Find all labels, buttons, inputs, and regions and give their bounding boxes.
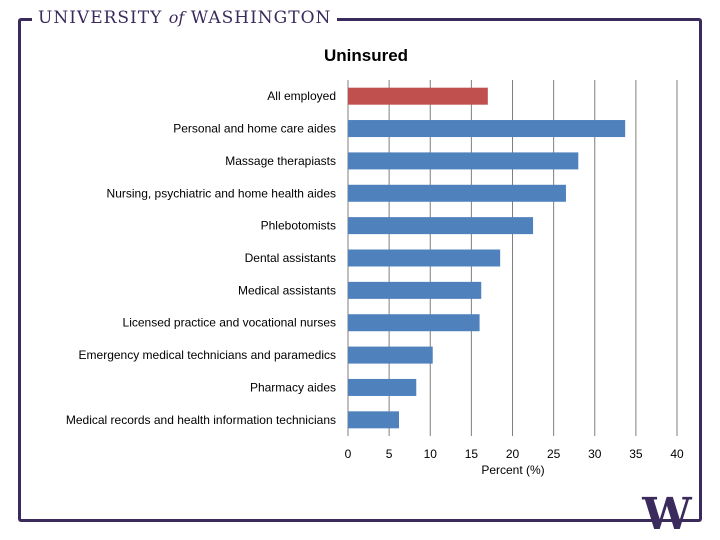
bar [348, 184, 566, 202]
wordmark-of: of [168, 8, 185, 27]
category-label: Medical assistants [238, 283, 336, 297]
slide-frame [18, 18, 702, 522]
category-label: All employed [267, 89, 336, 103]
bar [348, 378, 417, 396]
bar [348, 217, 534, 235]
category-label: Personal and home care aides [173, 122, 336, 136]
university-wordmark: UNIVERSITY of WASHINGTON [32, 6, 338, 30]
bar [348, 346, 433, 364]
x-tick-label: 20 [506, 447, 520, 461]
x-tick-label: 15 [465, 447, 479, 461]
category-label: Dental assistants [245, 251, 336, 265]
x-tick-labels: 0 5 10 15 20 25 30 35 40 [345, 447, 684, 461]
wordmark-washington: WASHINGTON [190, 8, 332, 28]
w-logo-letter: W [641, 492, 692, 534]
category-label: Emergency medical technicians and parame… [79, 348, 336, 362]
bar [348, 314, 480, 332]
x-tick-label: 10 [424, 447, 438, 461]
bar [348, 411, 399, 429]
x-tick-label: 30 [588, 447, 602, 461]
x-tick-label: 25 [547, 447, 561, 461]
uw-w-logo: W [641, 492, 692, 534]
bar [348, 152, 579, 170]
x-tick-label: 40 [670, 447, 684, 461]
x-tick-label: 0 [345, 447, 352, 461]
category-label: Phlebotomists [261, 219, 336, 233]
category-label: Massage therapiasts [225, 154, 336, 168]
bar [348, 249, 501, 267]
category-label: Pharmacy aides [250, 380, 336, 394]
category-label: Licensed practice and vocational nurses [123, 316, 336, 330]
bar [348, 87, 488, 105]
bar [348, 281, 482, 299]
x-tick-label: 35 [629, 447, 643, 461]
x-tick-label: 5 [386, 447, 393, 461]
chart-title: Uninsured [324, 46, 408, 65]
category-label: Medical records and health information t… [66, 413, 336, 427]
x-axis-label: Percent (%) [481, 463, 544, 477]
bar [348, 120, 626, 138]
wordmark-university: UNIVERSITY [38, 8, 163, 28]
category-labels: All employed Personal and home care aides… [66, 89, 336, 427]
category-label: Nursing, psychiatric and home health aid… [107, 186, 336, 200]
bars [348, 87, 626, 429]
